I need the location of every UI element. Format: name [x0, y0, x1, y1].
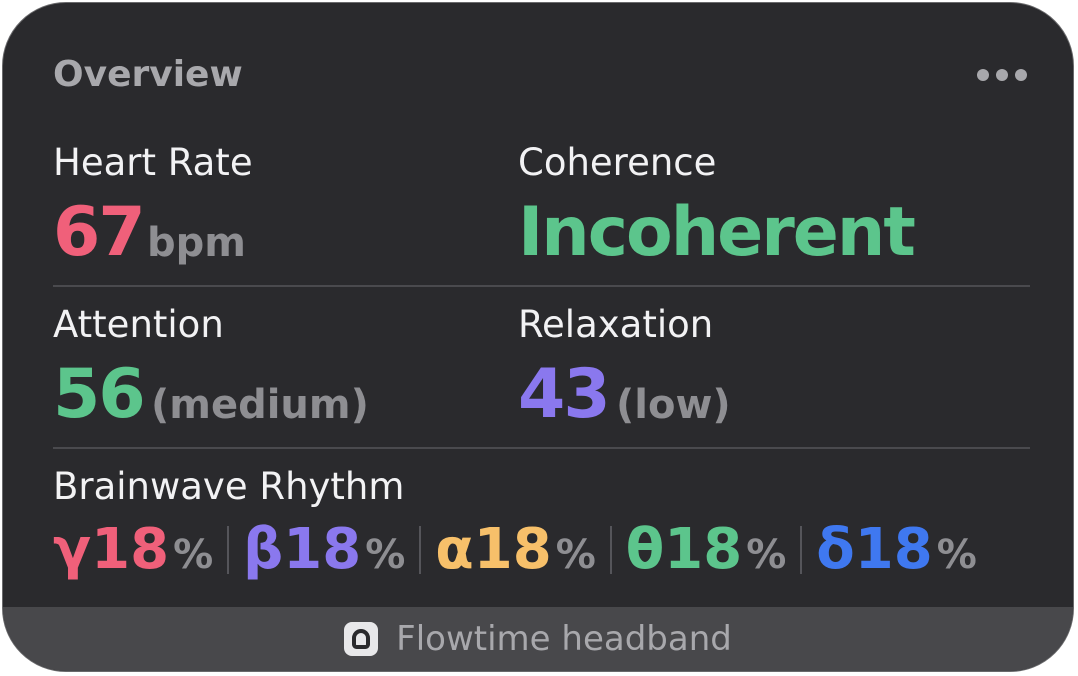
- band-value: 18: [283, 517, 362, 582]
- heart-rate-label: Heart Rate: [53, 141, 253, 184]
- headband-icon: [344, 622, 379, 656]
- relaxation-label: Relaxation: [518, 303, 714, 346]
- heart-rate-value: 67: [53, 193, 146, 272]
- band-symbol: δ: [816, 517, 855, 582]
- band-unit: %: [365, 532, 406, 578]
- band-unit: %: [746, 532, 787, 578]
- device-name: Flowtime headband: [396, 619, 732, 659]
- heart-rate-unit: bpm: [147, 220, 246, 266]
- band-symbol: γ: [53, 517, 92, 582]
- brainwave-label: Brainwave Rhythm: [53, 465, 405, 508]
- band-separator: [227, 526, 230, 574]
- band-symbol: β: [243, 517, 284, 582]
- row-divider: [53, 285, 1030, 287]
- band-unit: %: [173, 532, 214, 578]
- ellipsis-icon[interactable]: [977, 63, 1027, 87]
- band-unit: %: [936, 532, 977, 578]
- band-value: 18: [473, 517, 552, 582]
- band-value: 18: [91, 517, 170, 582]
- relaxation-qualifier: (low): [616, 382, 731, 428]
- coherence-value: Incoherent: [518, 193, 916, 272]
- band-gamma: γ 18%: [53, 515, 213, 590]
- band-theta: θ 18%: [626, 515, 787, 590]
- band-separator: [800, 526, 803, 574]
- band-separator: [419, 526, 422, 574]
- attention-value: 56: [53, 355, 146, 434]
- ellipsis-dot: [977, 69, 989, 81]
- coherence-label: Coherence: [518, 141, 717, 184]
- row-divider: [53, 447, 1030, 449]
- band-symbol: θ: [625, 517, 665, 582]
- band-value: 18: [854, 517, 933, 582]
- band-value: 18: [664, 517, 743, 582]
- brainwave-bands: γ 18% β 18% α 18% θ 18% δ 18%: [53, 515, 977, 585]
- band-alpha: α 18%: [435, 515, 596, 590]
- widget-title: Overview: [53, 54, 243, 95]
- ellipsis-dot: [996, 69, 1008, 81]
- band-symbol: α: [435, 517, 474, 582]
- band-separator: [609, 526, 612, 574]
- ellipsis-dot: [1015, 69, 1027, 81]
- relaxation-value: 43: [518, 355, 611, 434]
- attention-label: Attention: [53, 303, 224, 346]
- attention-qualifier: (medium): [151, 382, 369, 428]
- device-footer[interactable]: Flowtime headband: [3, 607, 1073, 671]
- band-unit: %: [555, 532, 596, 578]
- band-beta: β 18%: [243, 515, 405, 590]
- band-delta: δ 18%: [816, 515, 977, 590]
